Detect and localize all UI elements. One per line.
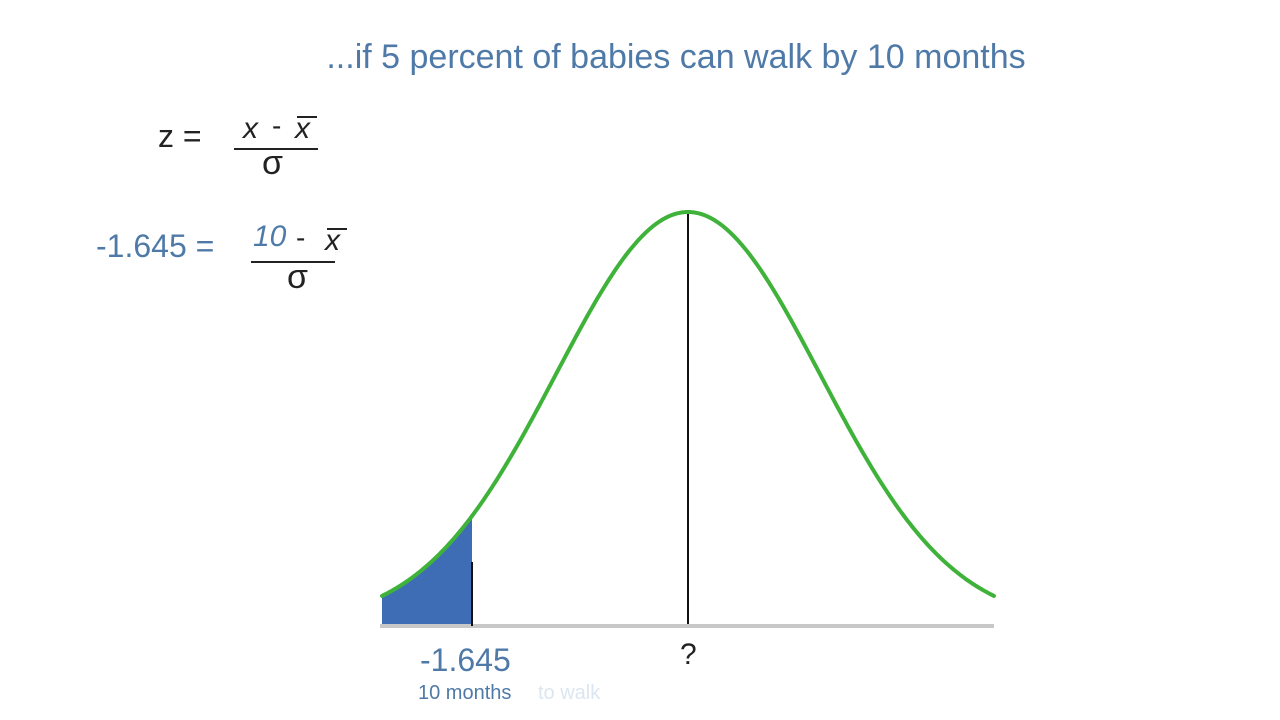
applied-x-value: 10 [253,220,287,253]
applied-minus-sign: - [296,222,306,253]
mean-question-label: ? [680,638,697,671]
formula-sigma: σ [262,144,283,182]
slide-heading: ...if 5 percent of babies can walk by 10… [326,38,1026,76]
applied-z-label: -1.645 = [96,228,215,264]
shaded-tail-area [382,516,472,624]
formula-minus-sign: - [272,110,282,141]
z-equals-label: z = [158,118,202,154]
applied-x-bar: x [325,224,340,257]
fraction-bar [234,148,318,150]
faded-walk-label: to walk [538,682,601,704]
z-cutoff-label: -1.645 [420,642,511,678]
formula-x-variable: x [243,112,258,145]
heading-container: ...if 5 percent of babies can walk by 10… [0,0,1280,100]
applied-sigma: σ [287,258,308,296]
months-label: 10 months [418,682,512,704]
x-bar-overline [297,116,317,118]
applied-fraction-bar [251,261,335,263]
applied-x-bar-overline [327,228,347,230]
bell-curve [380,210,996,598]
formula-x-bar: x [295,112,310,145]
